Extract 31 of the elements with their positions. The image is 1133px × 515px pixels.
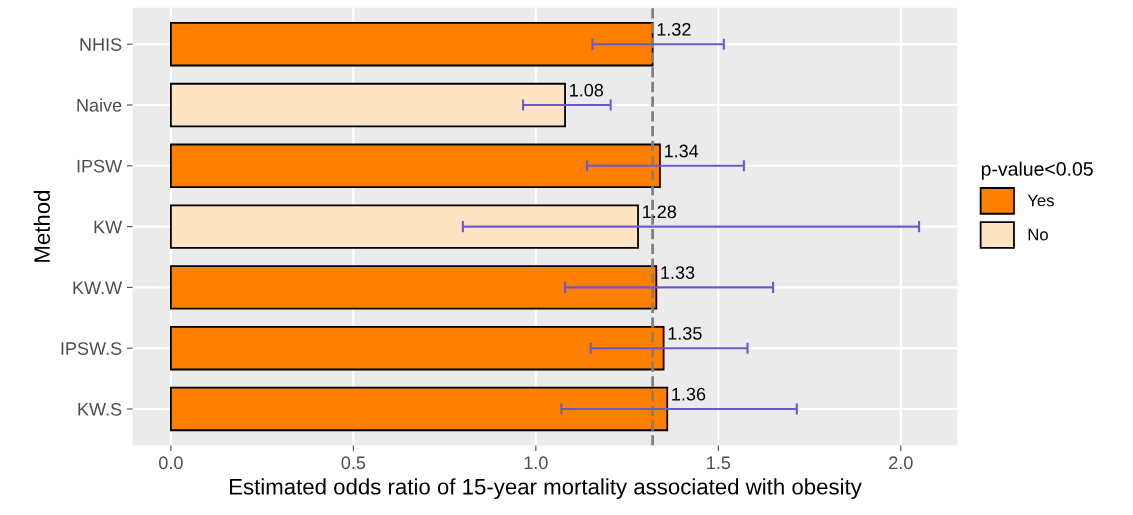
y-tick-label: IPSW.S bbox=[61, 342, 122, 355]
bar bbox=[169, 204, 639, 249]
y-tick-label: KW bbox=[94, 220, 123, 234]
y-tick-label: Naive bbox=[77, 98, 122, 112]
x-tick-label: 2.0 bbox=[889, 456, 913, 470]
data-label: 1.33 bbox=[661, 266, 695, 279]
y-tick-label: KW.W bbox=[73, 281, 123, 294]
data-label: 1.08 bbox=[570, 83, 604, 97]
data-label: 1.36 bbox=[672, 387, 706, 401]
data-label: 1.28 bbox=[643, 205, 677, 219]
bar bbox=[169, 22, 654, 67]
bar bbox=[169, 143, 661, 188]
x-axis-title: Estimated odds ratio of 15-year mortality associated with obesity bbox=[230, 478, 862, 499]
bar bbox=[169, 82, 566, 128]
legend-label: No bbox=[1028, 228, 1048, 241]
bar bbox=[169, 326, 665, 371]
bar bbox=[169, 265, 658, 310]
legend-label: Yes bbox=[1027, 194, 1054, 207]
x-tick-label: 0.5 bbox=[341, 456, 366, 470]
y-axis-title: Method bbox=[33, 190, 50, 262]
data-label: 1.34 bbox=[664, 144, 699, 158]
x-tick-label: 1.5 bbox=[707, 456, 731, 470]
data-label: 1.32 bbox=[657, 22, 691, 36]
y-tick-label: KW.S bbox=[78, 402, 122, 416]
data-label: 1.35 bbox=[668, 326, 702, 340]
y-tick-label: IPSW bbox=[77, 159, 123, 173]
y-tick-label: NHIS bbox=[80, 38, 122, 51]
legend-title: p-value<0.05 bbox=[981, 161, 1093, 180]
x-tick-label: 1.0 bbox=[524, 456, 548, 470]
bar bbox=[169, 386, 669, 432]
x-tick-label: 0.0 bbox=[159, 456, 183, 470]
